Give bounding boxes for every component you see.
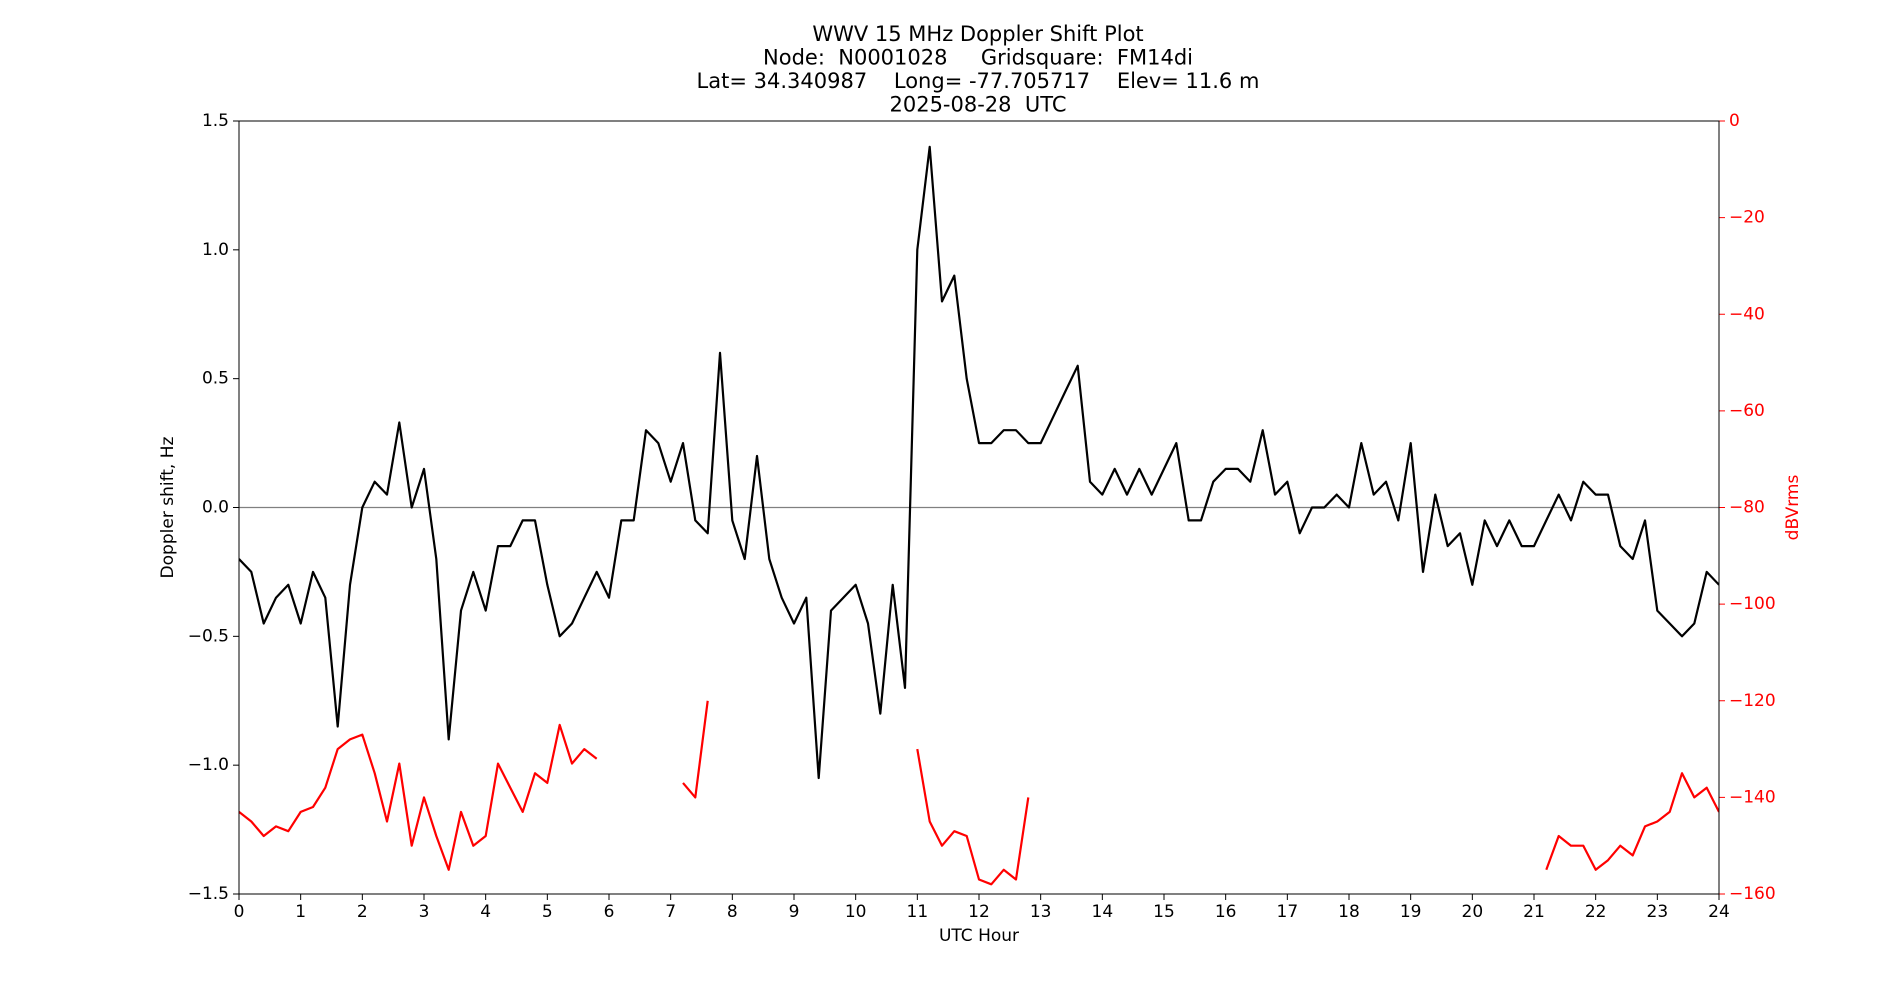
series-line [239,700,1719,886]
x-tick-label: 7 [665,902,676,922]
y2-tick-label: −40 [1729,304,1765,324]
chart-title: Lat= 34.340987 Long= -77.705717 Elev= 11… [697,69,1260,93]
y-tick-label: −1.5 [188,884,229,904]
chart-title: 2025-08-28 UTC [889,93,1066,117]
series-line [239,145,1719,780]
x-tick-label: 24 [1708,902,1730,922]
y-tick-label: 1.5 [202,111,229,131]
x-tick-label: 12 [968,902,990,922]
plot-frame [238,120,1720,895]
x-tick-label: 17 [1277,902,1299,922]
x-tick-label: 8 [727,902,738,922]
x-tick-label: 15 [1153,902,1175,922]
x-tick-label: 9 [789,902,800,922]
y2-axis-label: dBVrms [1783,475,1803,541]
y-tick-label: 0.0 [202,498,229,518]
y2-tick-label: −160 [1729,884,1776,904]
y2-tick-label: −100 [1729,594,1776,614]
x-tick-label: 1 [295,902,306,922]
x-tick-label: 10 [845,902,867,922]
x-tick-label: 3 [419,902,430,922]
y-tick-label: −0.5 [188,626,229,646]
x-tick-label: 11 [907,902,929,922]
y2-tick-label: 0 [1729,111,1740,131]
y-tick-label: 1.0 [202,240,229,260]
x-tick-label: 16 [1215,902,1237,922]
x-tick-label: 21 [1523,902,1545,922]
x-tick-label: 14 [1092,902,1114,922]
y2-tick-label: −120 [1729,691,1776,711]
y2-tick-label: −140 [1729,787,1776,807]
x-tick-label: 23 [1647,902,1669,922]
y-axis-label: Doppler shift, Hz [158,436,178,578]
x-tick-label: 20 [1462,902,1484,922]
y2-tick-label: −80 [1729,498,1765,518]
x-tick-label: 22 [1585,902,1607,922]
y-tick-label: 0.5 [202,369,229,389]
chart-title: WWV 15 MHz Doppler Shift Plot [812,22,1143,46]
x-axis-label: UTC Hour [939,926,1019,946]
x-tick-label: 19 [1400,902,1422,922]
x-tick-label: 4 [480,902,491,922]
y2-tick-label: −20 [1729,208,1765,228]
x-tick-label: 0 [234,902,245,922]
x-tick-label: 18 [1338,902,1360,922]
x-tick-label: 13 [1030,902,1052,922]
x-tick-label: 6 [604,902,615,922]
y2-tick-label: −60 [1729,401,1765,421]
x-tick-label: 5 [542,902,553,922]
y-tick-label: −1.0 [188,755,229,775]
x-tick-label: 2 [357,902,368,922]
chart-title: Node: N0001028 Gridsquare: FM14di [763,46,1193,70]
